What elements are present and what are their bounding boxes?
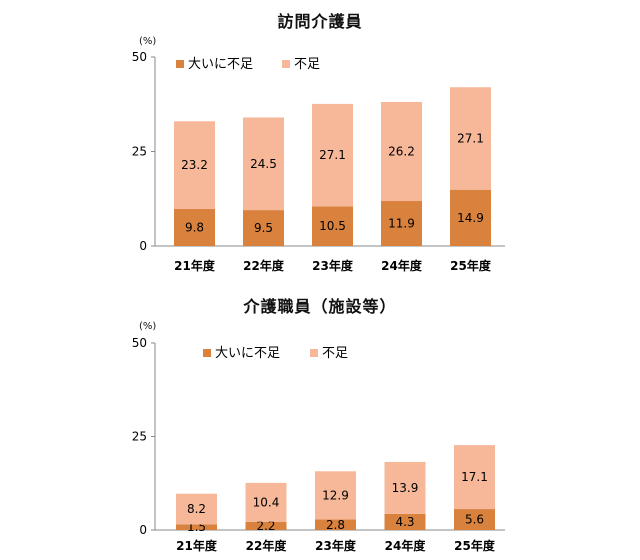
bar-segment: [315, 471, 356, 520]
bar-segment: [454, 445, 495, 510]
data-label: 27.1: [319, 148, 346, 162]
x-tick-label: 24年度: [385, 538, 427, 553]
y-tick-label: 25: [132, 430, 147, 444]
bar-segment: [315, 519, 356, 530]
bar-segment: [384, 461, 426, 514]
bar-segment: [312, 206, 353, 246]
stacked-bar-chart-care-staff: 025501.58.221年度2.210.422年度2.812.923年度4.3…: [132, 336, 505, 553]
x-tick-label: 21年度: [176, 538, 218, 553]
x-tick-label: 25年度: [454, 538, 496, 553]
data-label: 2.2: [256, 519, 275, 533]
data-label: 24.5: [250, 157, 277, 171]
bar-segment: [174, 208, 215, 246]
y-tick-label: 0: [139, 239, 147, 253]
y-tick-label: 50: [132, 50, 147, 64]
bar-segment: [312, 103, 353, 207]
data-label: 4.3: [395, 515, 414, 529]
data-label: 27.1: [457, 131, 484, 145]
x-tick-label: 23年度: [312, 258, 354, 273]
legend-label: 大いに不足: [188, 57, 253, 72]
data-label: 8.2: [187, 502, 206, 516]
x-tick-label: 22年度: [246, 538, 288, 553]
data-label: 17.1: [461, 470, 488, 484]
data-label: 10.5: [319, 219, 346, 233]
y-tick-label: 50: [132, 336, 147, 350]
legend-swatch: [282, 60, 290, 68]
legend-swatch: [176, 60, 184, 68]
data-label: 14.9: [457, 211, 484, 225]
data-label: 9.5: [254, 221, 273, 235]
bar-segment: [384, 513, 426, 530]
bar-segment: [381, 201, 422, 246]
data-label: 11.9: [388, 217, 415, 231]
data-label: 2.8: [326, 518, 345, 532]
chart-title: 介護職員（施設等）: [243, 297, 397, 316]
y-tick-label: 25: [132, 145, 147, 159]
bar-segment: [245, 521, 287, 530]
data-label: 13.9: [392, 481, 419, 495]
y-unit-label: (%): [139, 36, 157, 47]
bar-segment: [174, 121, 215, 209]
x-tick-label: 22年度: [243, 258, 285, 273]
bar-segment: [243, 117, 284, 211]
bar-segment: [176, 493, 217, 525]
bar-segment: [454, 509, 495, 530]
chart-title: 訪問介護員: [277, 12, 363, 31]
legend-swatch: [310, 349, 318, 357]
bar-segment: [176, 524, 217, 530]
bar-segment: [245, 482, 287, 522]
x-tick-label: 23年度: [315, 538, 357, 553]
data-label: 5.6: [465, 513, 484, 527]
y-tick-label: 0: [139, 523, 147, 537]
legend-label: 不足: [322, 346, 348, 361]
stacked-bar-chart-home-care: 0 25 50 9.8 23.2 21年度 9.5 24.5 22年度 10.5 27.1 23年度 1…: [132, 50, 505, 273]
legend-label: 大いに不足: [215, 346, 280, 361]
bar-segment: [243, 210, 284, 246]
legend-swatch: [203, 349, 211, 357]
bar-segment: [381, 101, 422, 202]
x-tick-label: 24年度: [381, 258, 423, 273]
legend-label: 不足: [294, 57, 320, 72]
data-label: 12.9: [322, 488, 349, 502]
data-label: 23.2: [181, 158, 208, 172]
bar-segment: [450, 189, 491, 246]
y-unit-label: (%): [139, 321, 157, 332]
x-tick-label: 21年度: [174, 258, 216, 273]
bar-segment: [450, 87, 491, 190]
data-label: 26.2: [388, 145, 415, 159]
x-tick-label: 25年度: [450, 258, 492, 273]
data-label: 10.4: [253, 495, 280, 509]
data-label: 9.8: [185, 220, 204, 234]
